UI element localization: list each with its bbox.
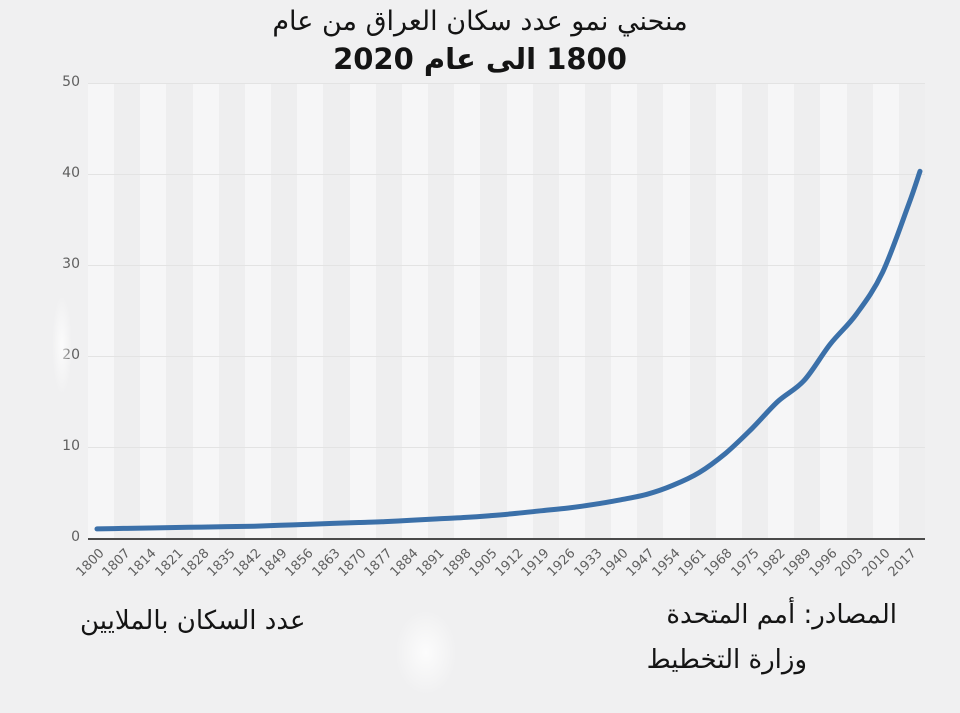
band — [872, 83, 899, 538]
y-tick-label: 30 — [62, 256, 80, 272]
x-tick-label: 1996 — [806, 546, 841, 581]
x-tick-label: 1961 — [675, 546, 710, 581]
band — [375, 83, 402, 538]
band — [401, 83, 429, 538]
x-tick-label: 1954 — [649, 546, 684, 581]
band — [898, 83, 925, 538]
gridline — [88, 356, 925, 357]
chart-title: منحني نمو عدد سكان العراق من عام 1800 ال… — [0, 4, 960, 79]
band — [532, 83, 559, 538]
x-tick-label: 2003 — [832, 546, 867, 581]
x-tick-label: 1982 — [754, 546, 789, 581]
x-tick-label: 1926 — [544, 546, 579, 581]
band — [768, 83, 795, 538]
x-tick-label: 1842 — [230, 546, 265, 581]
band — [506, 83, 533, 538]
x-tick-label: 1856 — [283, 546, 318, 581]
band — [794, 83, 821, 538]
x-tick-label: 1877 — [361, 546, 396, 581]
x-tick-label: 1849 — [256, 546, 291, 581]
band — [192, 83, 219, 538]
x-tick-label: 2010 — [859, 546, 894, 581]
band — [480, 83, 507, 538]
x-tick-label: 1940 — [597, 546, 632, 581]
gridline — [88, 174, 925, 175]
population-curve — [94, 168, 923, 532]
x-tick-label: 1870 — [335, 546, 370, 581]
gridline — [88, 447, 925, 448]
x-tick-label: 1807 — [99, 546, 134, 581]
sources-line1: المصادر: أمم المتحدة — [666, 600, 897, 630]
x-tick-label: 1912 — [492, 546, 527, 581]
plot-area — [88, 83, 925, 540]
watermark-smudge — [52, 295, 72, 395]
x-tick-label: 1898 — [440, 546, 475, 581]
gridline — [88, 265, 925, 266]
sources-line2: وزارة التخطيط — [646, 645, 807, 675]
y-tick-label: 10 — [62, 438, 80, 454]
x-tick-label: 1947 — [623, 546, 658, 581]
band — [820, 83, 847, 538]
gridline — [88, 83, 925, 84]
watermark-smudge — [395, 610, 457, 695]
background-bands — [88, 83, 925, 538]
band — [218, 83, 245, 538]
band — [88, 83, 115, 538]
curve-layer — [88, 83, 925, 538]
band — [715, 83, 742, 538]
band — [558, 83, 585, 538]
x-tick-label: 1968 — [702, 546, 737, 581]
band — [637, 83, 664, 538]
band — [166, 83, 193, 538]
x-tick-label: 1835 — [204, 546, 239, 581]
band — [741, 83, 769, 538]
x-tick-label: 1919 — [518, 546, 553, 581]
gridlines — [88, 83, 925, 538]
x-tick-label: 1884 — [387, 546, 422, 581]
x-tick-label: 1814 — [125, 546, 160, 581]
band — [428, 83, 455, 538]
band — [584, 83, 612, 538]
chart-title-line2: 1800 الى عام 2020 — [333, 42, 627, 77]
x-tick-label: 1821 — [152, 546, 187, 581]
band — [349, 83, 376, 538]
band — [611, 83, 638, 538]
band — [271, 83, 298, 538]
band — [663, 83, 690, 538]
band — [114, 83, 141, 538]
y-axis-caption: عدد السكان بالملايين — [80, 606, 306, 636]
x-tick-label: 1905 — [466, 546, 501, 581]
y-tick-label: 50 — [62, 74, 80, 90]
band — [323, 83, 350, 538]
x-tick-label: 2017 — [885, 546, 920, 581]
x-tick-label: 1989 — [780, 546, 815, 581]
band — [297, 83, 324, 538]
population-curve-svg — [94, 168, 923, 532]
y-tick-label: 20 — [62, 347, 80, 363]
y-tick-label: 40 — [62, 165, 80, 181]
x-tick-label: 1800 — [73, 546, 108, 581]
band — [454, 83, 481, 538]
chart-title-line1: منحني نمو عدد سكان العراق من عام — [272, 6, 688, 37]
x-tick-label: 1891 — [414, 546, 449, 581]
x-tick-label: 1933 — [571, 546, 606, 581]
band — [244, 83, 272, 538]
x-tick-label: 1975 — [728, 546, 763, 581]
y-tick-label: 0 — [71, 529, 80, 545]
x-tick-label: 1828 — [178, 546, 213, 581]
band — [140, 83, 167, 538]
x-tick-label: 1863 — [309, 546, 344, 581]
